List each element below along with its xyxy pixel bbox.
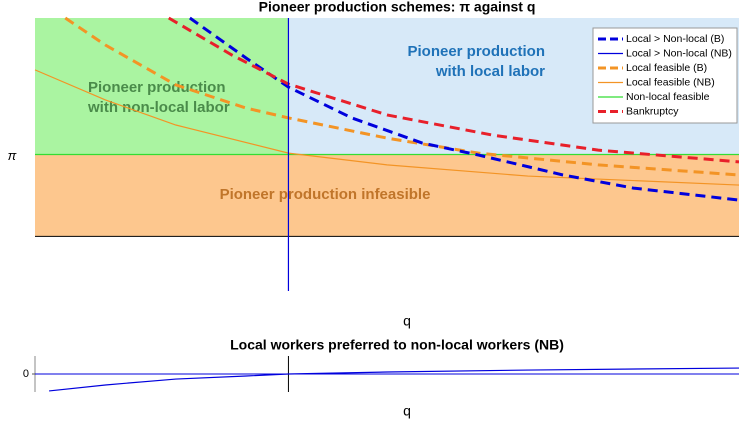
y-axis-label: π [8,148,17,163]
annotation: Pioneer production infeasible [220,186,431,203]
legend-label: Local > Non-local (B) [626,33,724,45]
region [35,154,739,237]
x-axis-label: q [403,403,411,419]
line [49,367,739,392]
legend-label: Non-local feasible [626,91,710,103]
region [35,18,289,155]
line [168,16,739,164]
annotation: with local labor [435,63,545,80]
x-axis-label: q [403,313,411,329]
annotation: Pioneer production [88,79,226,96]
legend-label: Bankruptcy [626,105,679,117]
annotation: with non-local labor [87,99,230,116]
y-tick-label: 0 [23,368,29,380]
annotation: Pioneer production [407,43,545,60]
legend-label: Local feasible (B) [626,62,707,74]
legend-label: Local > Non-local (NB) [626,47,732,59]
legend-box [592,27,738,124]
chart-title: Local workers preferred to non-local wor… [230,337,564,353]
chart-title: Pioneer production schemes: π against q [259,0,536,15]
legend-label: Local feasible (NB) [626,76,715,88]
line [189,16,739,202]
